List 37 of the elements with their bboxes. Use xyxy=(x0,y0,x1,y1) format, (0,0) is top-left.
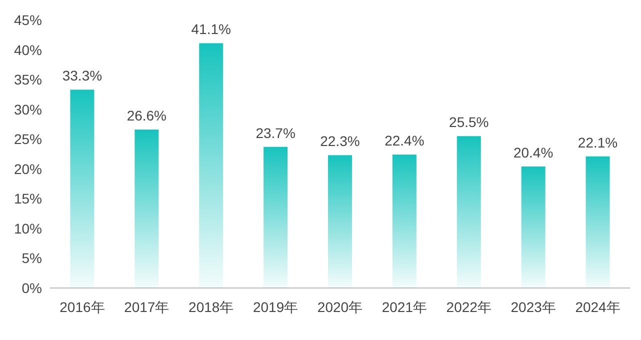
bar xyxy=(264,146,288,288)
x-tick-label: 2016年 xyxy=(60,299,105,315)
bar xyxy=(328,155,352,288)
y-tick-label: 40% xyxy=(14,42,42,58)
y-tick-label: 35% xyxy=(14,72,42,88)
bar xyxy=(456,136,481,288)
data-label: 22.1% xyxy=(578,134,618,150)
x-tick-label: 2024年 xyxy=(575,299,620,315)
y-tick-label: 45% xyxy=(14,12,42,28)
data-label: 22.4% xyxy=(384,132,424,149)
bar xyxy=(199,43,224,288)
data-label: 20.4% xyxy=(513,144,554,161)
x-tick-label: 2023年 xyxy=(510,299,556,315)
x-tick-label: 2019年 xyxy=(252,299,298,315)
data-label: 25.5% xyxy=(449,114,489,130)
bar xyxy=(134,130,159,288)
bar xyxy=(521,166,546,288)
x-tick-label: 2020年 xyxy=(317,299,363,315)
y-tick-label: 20% xyxy=(14,160,42,177)
data-label: 33.3% xyxy=(62,68,102,84)
x-tick-label: 2022年 xyxy=(446,299,492,315)
y-tick-label: 30% xyxy=(14,101,42,118)
y-tick-label: 10% xyxy=(14,220,42,236)
x-tick-label: 2021年 xyxy=(382,299,428,315)
bar xyxy=(392,154,416,288)
data-label: 26.6% xyxy=(126,108,167,124)
x-tick-label: 2017年 xyxy=(124,299,170,315)
y-tick-label: 0% xyxy=(22,280,42,296)
data-label: 22.3% xyxy=(320,133,360,150)
y-tick-label: 25% xyxy=(14,131,42,148)
y-tick-label: 15% xyxy=(14,190,42,207)
bar xyxy=(70,90,94,288)
bar xyxy=(586,156,610,288)
data-label: 41.1% xyxy=(191,21,231,38)
y-tick-label: 5% xyxy=(22,250,42,266)
data-label: 23.7% xyxy=(256,124,296,141)
x-tick-label: 2018年 xyxy=(188,299,234,315)
